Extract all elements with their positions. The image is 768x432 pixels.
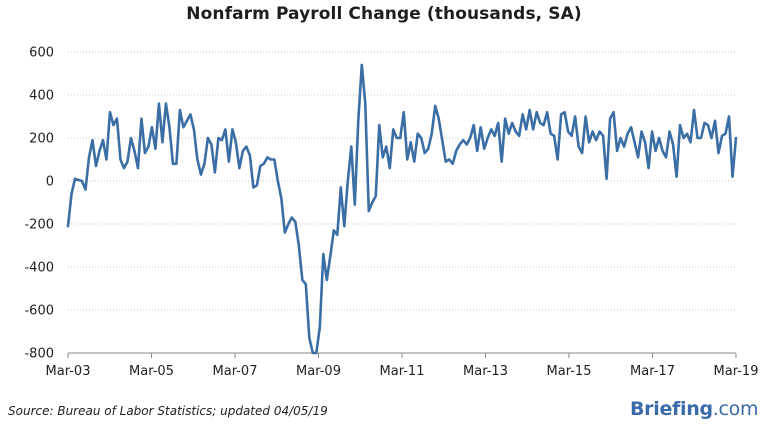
- y-tick-label: -200: [24, 218, 54, 233]
- y-tick-label: 600: [29, 46, 54, 61]
- x-tick-label: Mar-11: [380, 364, 425, 379]
- y-tick-label: -400: [24, 261, 54, 276]
- x-tick-label: Mar-09: [296, 364, 341, 379]
- x-tick-label: Mar-13: [463, 364, 508, 379]
- payroll-series-line: [66, 63, 738, 355]
- x-tick-label: Mar-05: [129, 364, 174, 379]
- x-tick-label: Mar-15: [547, 364, 592, 379]
- y-tick-label: 200: [29, 132, 54, 147]
- y-tick-label: 0: [46, 175, 54, 190]
- briefing-logo[interactable]: Briefing.com: [630, 398, 758, 420]
- y-tick-label: -800: [24, 347, 54, 362]
- source-note: Source: Bureau of Labor Statistics; upda…: [8, 404, 328, 418]
- y-tick-label: 400: [29, 89, 54, 104]
- x-tick-label: Mar-19: [714, 364, 759, 379]
- x-tick-label: Mar-17: [630, 364, 675, 379]
- chart-title: Nonfarm Payroll Change (thousands, SA): [186, 4, 582, 24]
- y-tick-label: -600: [24, 304, 54, 319]
- x-tick-label: Mar-03: [46, 364, 91, 379]
- brand-name: Briefing: [630, 398, 713, 420]
- x-tick-label: Mar-07: [213, 364, 258, 379]
- brand-tld: .com: [712, 398, 759, 420]
